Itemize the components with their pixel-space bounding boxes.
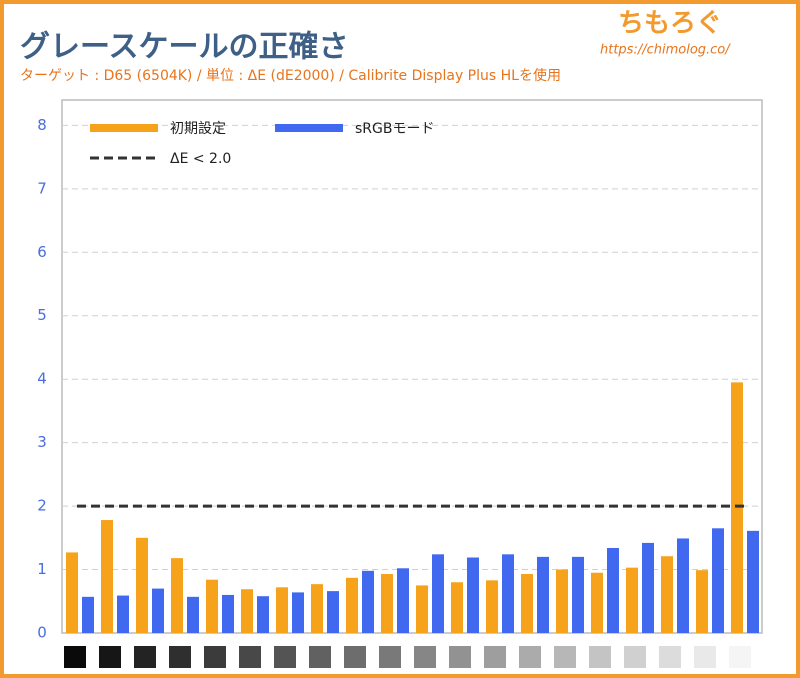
y-tick-label: 3 bbox=[37, 433, 47, 451]
gray-swatch bbox=[589, 646, 611, 668]
gray-swatch bbox=[379, 646, 401, 668]
gray-swatch bbox=[344, 646, 366, 668]
bar bbox=[66, 552, 78, 633]
gray-swatch bbox=[64, 646, 86, 668]
y-tick-label: 8 bbox=[37, 116, 47, 134]
y-tick-label: 7 bbox=[37, 179, 47, 197]
plot-area bbox=[61, 99, 763, 634]
bar bbox=[712, 528, 724, 633]
bar bbox=[607, 547, 619, 633]
legend-label: ΔE < 2.0 bbox=[170, 151, 231, 167]
y-tick-label: 2 bbox=[37, 497, 47, 515]
bar bbox=[731, 382, 743, 633]
bar bbox=[187, 596, 199, 633]
gray-swatch bbox=[694, 646, 716, 668]
bar bbox=[537, 556, 549, 633]
gray-swatch bbox=[484, 646, 506, 668]
legend-swatch bbox=[90, 124, 158, 132]
gray-swatch bbox=[99, 646, 121, 668]
bar bbox=[327, 591, 339, 633]
gray-swatch bbox=[309, 646, 331, 668]
gray-swatch bbox=[204, 646, 226, 668]
y-tick-label: 1 bbox=[37, 560, 47, 578]
chart-subtitle: ターゲット : D65 (6504K) / 単位 : ΔE (dE2000) /… bbox=[20, 67, 561, 84]
bar bbox=[521, 573, 533, 633]
chart-title: グレースケールの正確さ bbox=[20, 30, 349, 65]
bar bbox=[346, 577, 358, 633]
gray-swatch bbox=[554, 646, 576, 668]
bar bbox=[206, 579, 218, 633]
gray-swatch bbox=[274, 646, 296, 668]
bar bbox=[276, 587, 288, 633]
y-tick-label: 5 bbox=[37, 306, 47, 324]
gray-swatch bbox=[449, 646, 471, 668]
gray-swatch bbox=[624, 646, 646, 668]
gray-swatch bbox=[239, 646, 261, 668]
bar bbox=[626, 567, 638, 633]
bar bbox=[677, 538, 689, 633]
y-tick-label: 0 bbox=[37, 624, 47, 642]
bar bbox=[661, 556, 673, 633]
bar bbox=[467, 557, 479, 633]
bar bbox=[747, 530, 759, 633]
bar bbox=[257, 596, 269, 633]
bar bbox=[502, 554, 514, 633]
legend-swatch bbox=[275, 124, 343, 132]
bar bbox=[241, 589, 253, 633]
gray-swatch bbox=[729, 646, 751, 668]
bar bbox=[397, 568, 409, 633]
gray-swatch bbox=[414, 646, 436, 668]
bar bbox=[591, 572, 603, 633]
brand-url: https://chimolog.co/ bbox=[600, 43, 731, 58]
y-tick-label: 6 bbox=[37, 243, 47, 261]
bar bbox=[556, 569, 568, 633]
bar bbox=[362, 570, 374, 633]
y-tick-label: 4 bbox=[37, 370, 47, 388]
bar bbox=[642, 542, 654, 633]
bar bbox=[381, 573, 393, 633]
gray-swatch bbox=[134, 646, 156, 668]
bar bbox=[171, 558, 183, 633]
gray-swatch bbox=[659, 646, 681, 668]
legend-label: sRGBモード bbox=[355, 121, 434, 137]
brand: ちもろぐ bbox=[618, 9, 722, 39]
gray-swatch bbox=[169, 646, 191, 668]
bar bbox=[311, 584, 323, 633]
gray-swatch bbox=[519, 646, 541, 668]
bar bbox=[82, 596, 94, 633]
bar bbox=[486, 580, 498, 633]
bar bbox=[416, 585, 428, 633]
legend-label: 初期設定 bbox=[170, 120, 226, 137]
bar bbox=[117, 595, 129, 633]
bar bbox=[101, 520, 113, 633]
bar bbox=[696, 570, 708, 633]
bar bbox=[432, 554, 444, 633]
bar bbox=[136, 537, 148, 633]
bar bbox=[572, 556, 584, 633]
bar bbox=[152, 588, 164, 633]
bar bbox=[222, 594, 234, 633]
bar bbox=[292, 592, 304, 633]
bar bbox=[451, 582, 463, 633]
